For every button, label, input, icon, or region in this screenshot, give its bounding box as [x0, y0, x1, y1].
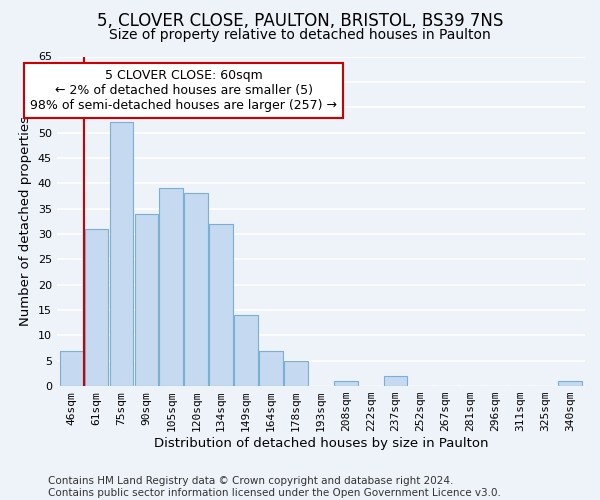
Bar — [85, 229, 109, 386]
Bar — [160, 188, 183, 386]
X-axis label: Distribution of detached houses by size in Paulton: Distribution of detached houses by size … — [154, 437, 488, 450]
Text: Size of property relative to detached houses in Paulton: Size of property relative to detached ho… — [109, 28, 491, 42]
Bar — [558, 381, 582, 386]
Bar — [60, 350, 83, 386]
Bar — [259, 350, 283, 386]
Text: Contains HM Land Registry data © Crown copyright and database right 2024.
Contai: Contains HM Land Registry data © Crown c… — [48, 476, 501, 498]
Bar — [284, 360, 308, 386]
Bar — [184, 194, 208, 386]
Text: 5 CLOVER CLOSE: 60sqm
← 2% of detached houses are smaller (5)
98% of semi-detach: 5 CLOVER CLOSE: 60sqm ← 2% of detached h… — [30, 69, 337, 112]
Bar — [134, 214, 158, 386]
Bar — [384, 376, 407, 386]
Text: 5, CLOVER CLOSE, PAULTON, BRISTOL, BS39 7NS: 5, CLOVER CLOSE, PAULTON, BRISTOL, BS39 … — [97, 12, 503, 30]
Bar — [334, 381, 358, 386]
Y-axis label: Number of detached properties: Number of detached properties — [19, 116, 32, 326]
Bar — [209, 224, 233, 386]
Bar — [110, 122, 133, 386]
Bar — [234, 315, 258, 386]
